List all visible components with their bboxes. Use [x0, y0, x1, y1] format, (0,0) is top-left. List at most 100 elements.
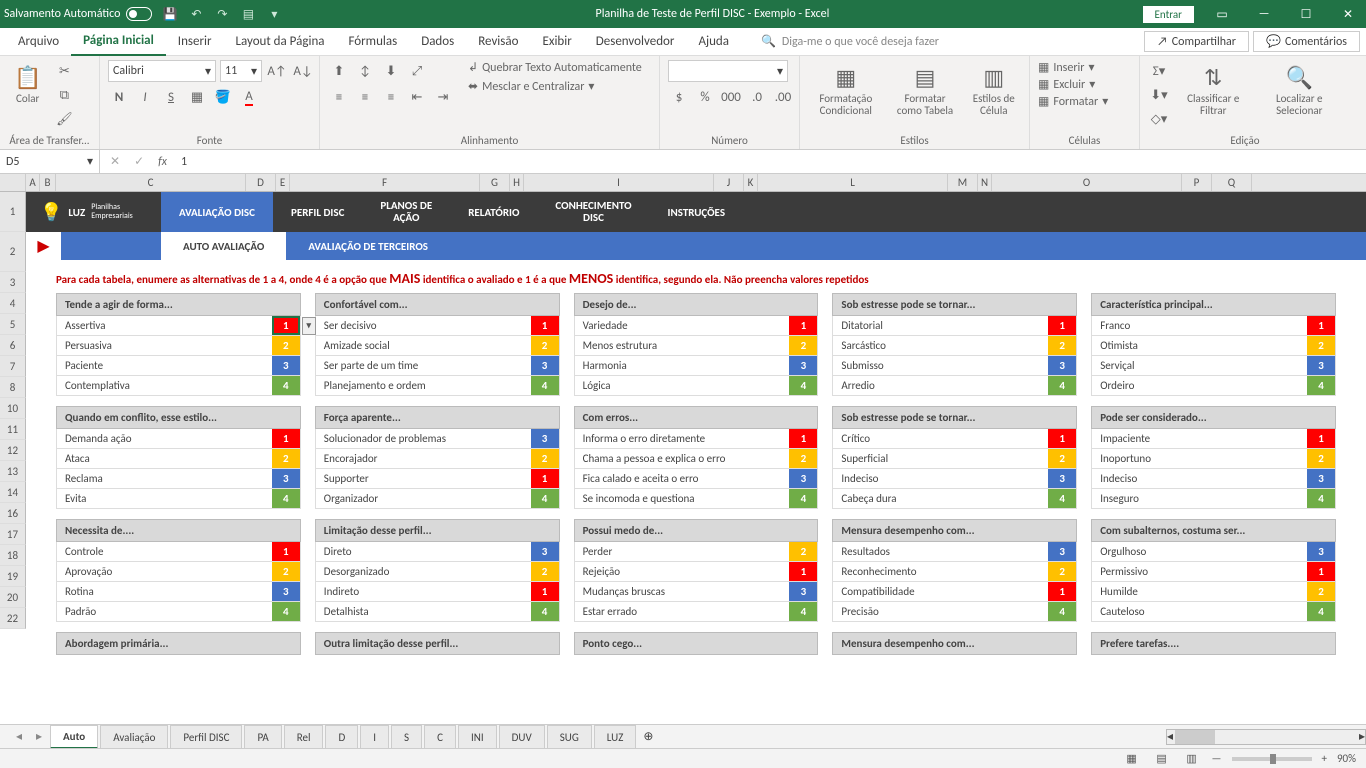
enter-icon[interactable]: ✓ — [134, 154, 144, 169]
table-row[interactable]: Ser decisivo1 — [315, 316, 560, 336]
table-row[interactable]: Mudanças bruscas3 — [574, 582, 819, 602]
horizontal-scrollbar[interactable]: ◂▸ — [1166, 729, 1366, 745]
row-header[interactable]: 20 — [0, 587, 26, 608]
row-value[interactable]: 2 — [1307, 336, 1335, 355]
row-value[interactable]: 2 — [531, 562, 559, 581]
row-value[interactable]: 3 — [1307, 469, 1335, 488]
new-sheet-icon[interactable]: ⊕ — [636, 729, 660, 744]
decrease-font-icon[interactable]: A↓ — [292, 60, 314, 82]
bold-icon[interactable]: N — [108, 86, 130, 108]
nav-item[interactable]: PERFIL DISC — [273, 192, 362, 232]
formula-input[interactable]: 1 — [181, 155, 187, 169]
copy-icon[interactable]: ⧉ — [53, 84, 75, 106]
row-value[interactable]: 4 — [531, 376, 559, 395]
col-header[interactable]: O — [992, 174, 1182, 191]
row-value[interactable]: 2 — [531, 336, 559, 355]
row-value[interactable]: 4 — [272, 602, 300, 621]
save-icon[interactable]: 💾 — [162, 7, 178, 22]
row-value[interactable]: 4 — [789, 602, 817, 621]
row-header[interactable]: 11 — [0, 419, 26, 440]
sheet-tab[interactable]: Perfil DISC — [170, 725, 242, 749]
cancel-icon[interactable]: ✕ — [110, 154, 120, 169]
row-value[interactable]: 1 — [531, 582, 559, 601]
wrap-text-button[interactable]: ↲Quebrar Texto Automaticamente — [468, 60, 642, 75]
row-value[interactable]: 3 — [272, 469, 300, 488]
paste-button[interactable]: 📋Colar — [8, 60, 47, 109]
fill-icon[interactable]: ⬇▾ — [1148, 84, 1170, 106]
row-header[interactable]: 7 — [0, 356, 26, 377]
menu-tab-ajuda[interactable]: Ajuda — [686, 28, 741, 56]
row-value[interactable]: 3 — [1048, 469, 1076, 488]
row-header[interactable]: 12 — [0, 440, 26, 461]
col-header[interactable]: M — [948, 174, 978, 191]
signin-button[interactable]: Entrar — [1143, 6, 1194, 23]
ribbon-options-icon[interactable]: ▭ — [1208, 7, 1236, 22]
col-header[interactable]: J — [714, 174, 744, 191]
row-header[interactable]: 8 — [0, 377, 26, 398]
percent-icon[interactable]: % — [694, 86, 716, 108]
border-icon[interactable]: ▦ — [186, 86, 208, 108]
autosum-icon[interactable]: Σ▾ — [1148, 60, 1170, 82]
row-value[interactable]: 3 — [531, 429, 559, 448]
row-header[interactable]: 4 — [0, 293, 26, 314]
table-row[interactable]: Perder2 — [574, 542, 819, 562]
align-bottom-icon[interactable]: ⬇ — [380, 60, 402, 82]
row-value[interactable]: 1 — [531, 469, 559, 488]
row-value[interactable]: 4 — [272, 376, 300, 395]
dec-decimal-icon[interactable]: .00 — [772, 86, 794, 108]
row-header[interactable]: 14 — [0, 482, 26, 503]
page-break-icon[interactable]: ▥ — [1182, 752, 1202, 765]
autosave-toggle[interactable]: Salvamento Automático — [4, 7, 152, 21]
table-row[interactable]: Lógica4 — [574, 376, 819, 396]
row-header[interactable]: 6 — [0, 335, 26, 356]
comma-icon[interactable]: 000 — [720, 86, 742, 108]
col-header[interactable]: C — [56, 174, 246, 191]
row-header[interactable]: 1 — [0, 192, 26, 232]
row-value[interactable]: 2 — [1048, 562, 1076, 581]
row-value[interactable]: 3 — [531, 542, 559, 561]
table-row[interactable]: Persuasiva2 — [56, 336, 301, 356]
row-header[interactable]: 19 — [0, 566, 26, 587]
row-value[interactable]: 3 — [789, 582, 817, 601]
sheet-nav-first-icon[interactable]: ◂ — [10, 729, 28, 744]
sheet-tab[interactable]: Auto — [50, 725, 98, 749]
table-row[interactable]: Inoportuno2 — [1091, 449, 1336, 469]
nav-item[interactable]: CONHECIMENTODISC — [537, 192, 649, 232]
number-format-select[interactable]: ▾ — [668, 60, 788, 82]
table-row[interactable]: Crítico1 — [832, 429, 1077, 449]
table-row[interactable]: Organizador4 — [315, 489, 560, 509]
table-row[interactable]: Direto3 — [315, 542, 560, 562]
row-value[interactable]: 4 — [531, 602, 559, 621]
sort-filter-button[interactable]: ⇅Classificar e Filtrar — [1176, 60, 1251, 121]
table-row[interactable]: Arredio4 — [832, 376, 1077, 396]
align-top-icon[interactable]: ⬆ — [328, 60, 350, 82]
menu-tab-arquivo[interactable]: Arquivo — [6, 28, 71, 56]
table-row[interactable]: Paciente3 — [56, 356, 301, 376]
play-icon[interactable]: ▶ — [26, 232, 61, 260]
col-header[interactable]: E — [276, 174, 290, 191]
close-icon[interactable]: ✕ — [1334, 7, 1362, 22]
table-row[interactable]: Solucionador de problemas3 — [315, 429, 560, 449]
table-row[interactable]: Permissivo1 — [1091, 562, 1336, 582]
table-row[interactable]: Resultados3 — [832, 542, 1077, 562]
table-row[interactable]: Rotina3 — [56, 582, 301, 602]
table-row[interactable]: Precisão4 — [832, 602, 1077, 622]
row-value[interactable]: 2 — [789, 336, 817, 355]
table-row[interactable]: Variedade1 — [574, 316, 819, 336]
dropdown-icon[interactable]: ▾ — [302, 317, 316, 335]
sheet-tab[interactable]: LUZ — [594, 725, 637, 749]
undo-icon[interactable]: ↶ — [188, 7, 204, 22]
row-value[interactable]: 3 — [789, 356, 817, 375]
row-value[interactable]: 3 — [1307, 356, 1335, 375]
row-value[interactable]: 3 — [1048, 356, 1076, 375]
font-color-icon[interactable]: A — [238, 86, 260, 108]
menu-tab-dados[interactable]: Dados — [409, 28, 466, 56]
row-value[interactable]: 1 — [1048, 316, 1076, 335]
maximize-icon[interactable]: ☐ — [1292, 7, 1320, 22]
row-value[interactable]: 4 — [1307, 376, 1335, 395]
format-cells-button[interactable]: ▦Formatar▾ — [1038, 94, 1108, 109]
row-value[interactable]: 1 — [1307, 429, 1335, 448]
table-row[interactable]: Orgulhoso3 — [1091, 542, 1336, 562]
row-value[interactable]: 3 — [1307, 542, 1335, 561]
table-row[interactable]: Desorganizado2 — [315, 562, 560, 582]
